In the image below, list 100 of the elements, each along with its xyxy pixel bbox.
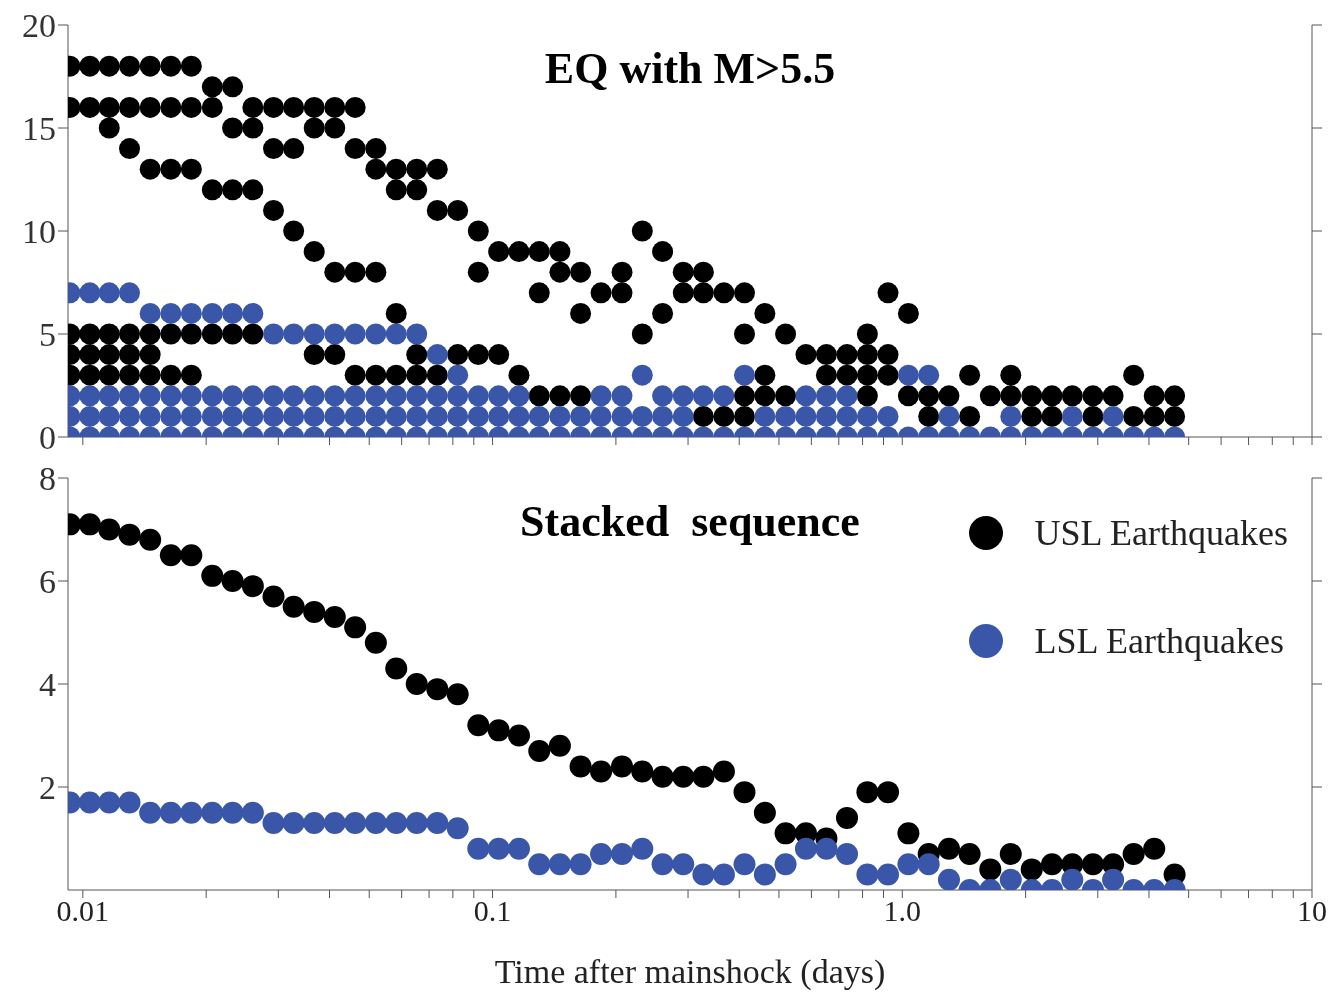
- point: [1122, 842, 1145, 865]
- point: [241, 575, 264, 598]
- y-tick-label: 6: [39, 563, 56, 601]
- point: [611, 842, 634, 865]
- y-tick-label: 2: [39, 769, 56, 807]
- point: [836, 806, 859, 829]
- point: [487, 837, 510, 860]
- y-tick-label: 20: [22, 7, 56, 45]
- point: [344, 812, 367, 835]
- point: [937, 837, 960, 860]
- point: [262, 585, 285, 608]
- x-axis-title: Time after mainshock (days): [493, 953, 887, 991]
- point: [774, 822, 797, 845]
- point: [221, 570, 244, 592]
- point: [241, 801, 264, 824]
- x-tick-label: 1.0: [883, 894, 922, 928]
- x-tick-label: 0.01: [56, 894, 110, 928]
- point: [611, 755, 634, 778]
- point: [487, 719, 510, 742]
- point: [507, 837, 530, 860]
- point: [733, 781, 756, 804]
- point: [631, 760, 654, 783]
- point: [692, 863, 715, 886]
- y-tick-label: 5: [39, 316, 56, 354]
- legend-label: USL Earthquakes: [1034, 512, 1288, 554]
- point: [180, 801, 203, 824]
- point: [548, 853, 571, 876]
- point: [303, 600, 326, 623]
- point: [159, 801, 182, 824]
- point: [856, 863, 879, 886]
- point: [323, 606, 346, 629]
- y-tick-label: 4: [39, 666, 56, 704]
- point: [364, 631, 387, 654]
- y-tick-label: 15: [22, 110, 56, 148]
- legend-label: LSL Earthquakes: [1034, 620, 1284, 662]
- point: [856, 781, 879, 804]
- point: [282, 812, 305, 835]
- point: [1020, 858, 1043, 881]
- point: [78, 513, 101, 536]
- point: [385, 812, 408, 835]
- x-tick-label: 0.1: [473, 894, 512, 928]
- point: [1143, 837, 1166, 860]
- point: [303, 812, 326, 835]
- point: [958, 842, 981, 865]
- point: [528, 739, 551, 762]
- point: [651, 765, 674, 788]
- y-tick-label: 8: [39, 460, 56, 498]
- point: [282, 595, 305, 618]
- y-tick-label: 10: [22, 213, 56, 251]
- point: [877, 781, 900, 804]
- point: [672, 853, 695, 876]
- point: [78, 791, 101, 814]
- point: [712, 760, 735, 783]
- point: [692, 765, 715, 788]
- point: [672, 765, 695, 788]
- point: [467, 714, 490, 737]
- point: [118, 523, 141, 546]
- point: [836, 842, 859, 865]
- point: [446, 817, 469, 840]
- y-tick-label: 0: [39, 419, 56, 457]
- point: [794, 837, 817, 860]
- point: [405, 673, 428, 695]
- point: [877, 863, 900, 886]
- point: [733, 853, 756, 876]
- point: [753, 801, 776, 824]
- point: [98, 791, 121, 814]
- point: [426, 678, 449, 701]
- point: [364, 812, 387, 835]
- point: [467, 837, 490, 860]
- point: [897, 822, 920, 845]
- point: [446, 683, 469, 706]
- point: [631, 837, 654, 860]
- point: [221, 801, 244, 824]
- point: [180, 544, 203, 567]
- point: [201, 564, 224, 587]
- point: [139, 528, 162, 551]
- point: [999, 842, 1022, 865]
- point: [405, 812, 428, 835]
- x-tick-label: 10: [1297, 894, 1327, 928]
- point: [344, 616, 367, 639]
- point: [569, 853, 592, 876]
- point: [139, 801, 162, 824]
- point: [712, 863, 735, 886]
- point: [323, 812, 346, 835]
- point: [98, 518, 121, 541]
- point: [159, 544, 182, 567]
- point: [426, 812, 449, 835]
- point: [753, 863, 776, 886]
- point: [201, 801, 224, 824]
- point: [917, 853, 940, 876]
- point: [1102, 868, 1125, 890]
- chart-title: EQ with M>5.5: [543, 43, 837, 94]
- point: [651, 853, 674, 876]
- point: [118, 791, 141, 814]
- point: [897, 853, 920, 876]
- chart-title: Stacked sequence: [520, 497, 860, 546]
- point: [1081, 853, 1104, 876]
- point: [937, 868, 960, 890]
- point: [774, 853, 797, 876]
- point: [815, 837, 838, 860]
